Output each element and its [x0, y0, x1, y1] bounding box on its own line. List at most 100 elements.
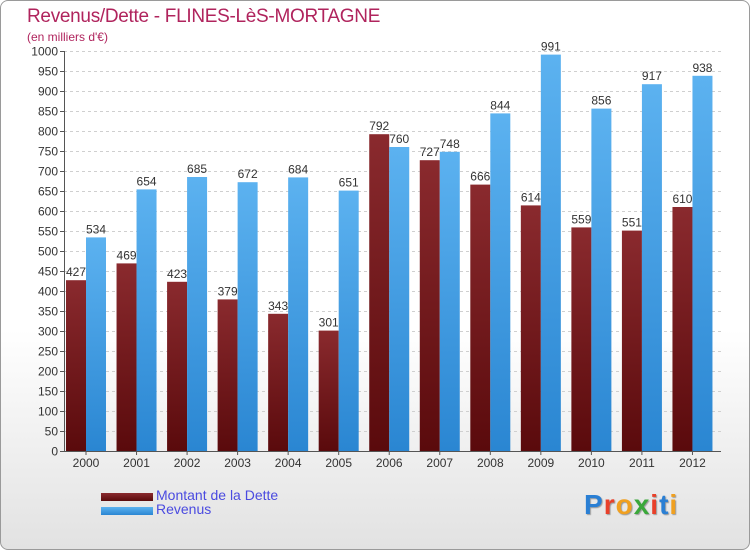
data-label-revenus: 654: [137, 174, 157, 188]
data-label-revenus: 672: [238, 167, 258, 181]
y-tick-label: 850: [38, 105, 58, 119]
bar-revenus: [237, 182, 258, 451]
data-label-revenus: 856: [591, 94, 611, 108]
y-tick-label: 800: [38, 125, 58, 139]
axes: [64, 51, 721, 452]
bar-debt: [672, 207, 693, 451]
logo-letter: P: [584, 489, 604, 520]
logo-letter: i: [669, 489, 679, 520]
data-label-debt: 343: [268, 299, 288, 313]
x-tick-label: 2008: [477, 456, 504, 470]
data-label-debt: 423: [167, 267, 187, 281]
bar-revenus: [439, 151, 460, 452]
y-tick-label: 1000: [31, 45, 58, 59]
x-tick-label: 2011: [629, 456, 655, 470]
data-label-debt: 551: [622, 216, 642, 230]
data-label-revenus: 938: [692, 61, 712, 75]
data-label-debt: 614: [521, 190, 541, 204]
bar-debt: [318, 330, 339, 451]
y-tick-label: 550: [38, 225, 58, 239]
bar-debt: [621, 230, 642, 451]
x-tick-label: 2003: [224, 456, 251, 470]
logo-letter: t: [659, 489, 670, 520]
y-axis-ticks: 0 50 100 150 200 250 300 350 400 450 500 550 600 650 7…: [31, 45, 64, 459]
bar-revenus: [136, 189, 157, 451]
x-tick-label: 2010: [578, 456, 605, 470]
x-tick-label: 2001: [123, 456, 150, 470]
data-label-debt: 427: [66, 265, 86, 279]
logo-letter: o: [615, 489, 634, 520]
y-tick-label: 150: [38, 385, 58, 399]
bar-revenus: [490, 113, 511, 452]
data-label-debt: 727: [420, 145, 440, 159]
y-tick-label: 500: [38, 245, 58, 259]
y-tick-label: 950: [38, 65, 58, 79]
bar-revenus: [338, 190, 359, 451]
x-tick-label: 2002: [174, 456, 201, 470]
logo-letter: i: [650, 489, 660, 520]
y-tick-label: 450: [38, 265, 58, 279]
y-tick-label: 750: [38, 145, 58, 159]
x-tick-label: 2005: [325, 456, 352, 470]
legend-label-debt: Montant de la Dette: [156, 487, 279, 503]
legend-swatch-debt: [101, 493, 153, 501]
bar-revenus: [389, 147, 410, 451]
data-label-revenus: 760: [389, 132, 409, 146]
y-tick-label: 600: [38, 205, 58, 219]
data-label-revenus: 917: [642, 69, 662, 83]
legend-swatch-revenus: [101, 507, 153, 515]
data-label-debt: 469: [117, 248, 137, 262]
data-label-revenus: 991: [541, 40, 561, 54]
data-label-revenus: 748: [440, 137, 460, 151]
data-label-revenus: 685: [187, 162, 207, 176]
y-tick-label: 250: [38, 345, 58, 359]
data-label-debt: 379: [218, 284, 238, 298]
bar-revenus: [288, 177, 309, 451]
y-tick-label: 650: [38, 185, 58, 199]
data-label-debt: 559: [571, 212, 591, 226]
data-label-debt: 792: [369, 119, 389, 133]
bar-revenus: [692, 75, 713, 452]
data-label-debt: 610: [672, 192, 692, 206]
y-tick-label: 50: [45, 425, 59, 439]
y-tick-label: 700: [38, 165, 58, 179]
x-tick-label: 2009: [527, 456, 554, 470]
y-tick-label: 350: [38, 305, 58, 319]
y-tick-label: 300: [38, 325, 58, 339]
bar-debt: [167, 281, 188, 451]
x-tick-label: 2004: [275, 456, 302, 470]
x-tick-label: 2012: [679, 456, 706, 470]
data-label-revenus: 651: [339, 176, 359, 190]
bar-debt: [369, 134, 390, 451]
bar-revenus: [86, 237, 106, 451]
bar-debt: [470, 184, 491, 451]
data-label-debt: 301: [319, 316, 339, 330]
x-tick-label: 2006: [376, 456, 403, 470]
y-tick-label: 200: [38, 365, 58, 379]
chart-subtitle: (en milliers d'€): [27, 30, 108, 44]
bar-revenus: [540, 54, 561, 451]
bar-debt: [571, 227, 592, 451]
data-label-revenus: 534: [86, 222, 106, 236]
bar-revenus: [641, 84, 662, 451]
logo-letter: r: [603, 489, 616, 520]
y-tick-label: 400: [38, 285, 58, 299]
x-tick-label: 2000: [73, 456, 100, 470]
data-label-revenus: 684: [288, 162, 308, 176]
data-label-revenus: 844: [490, 98, 510, 112]
proxiti-logo: Proxiti: [584, 489, 678, 521]
y-tick-label: 0: [51, 445, 58, 459]
data-label-debt: 666: [470, 170, 490, 184]
bar-debt: [268, 313, 289, 451]
legend-label-revenus: Revenus: [156, 501, 212, 517]
bar-debt: [217, 299, 238, 451]
bar-debt: [419, 160, 440, 451]
chart-title: Revenus/Dette - FLINES-LèS-MORTAGNE: [27, 6, 381, 27]
y-tick-label: 100: [38, 405, 58, 419]
x-tick-label: 2007: [426, 456, 453, 470]
data-labels: 4275344696544236853796723436843016517927…: [66, 40, 713, 330]
bar-debt: [520, 205, 541, 451]
y-tick-label: 900: [38, 85, 58, 99]
